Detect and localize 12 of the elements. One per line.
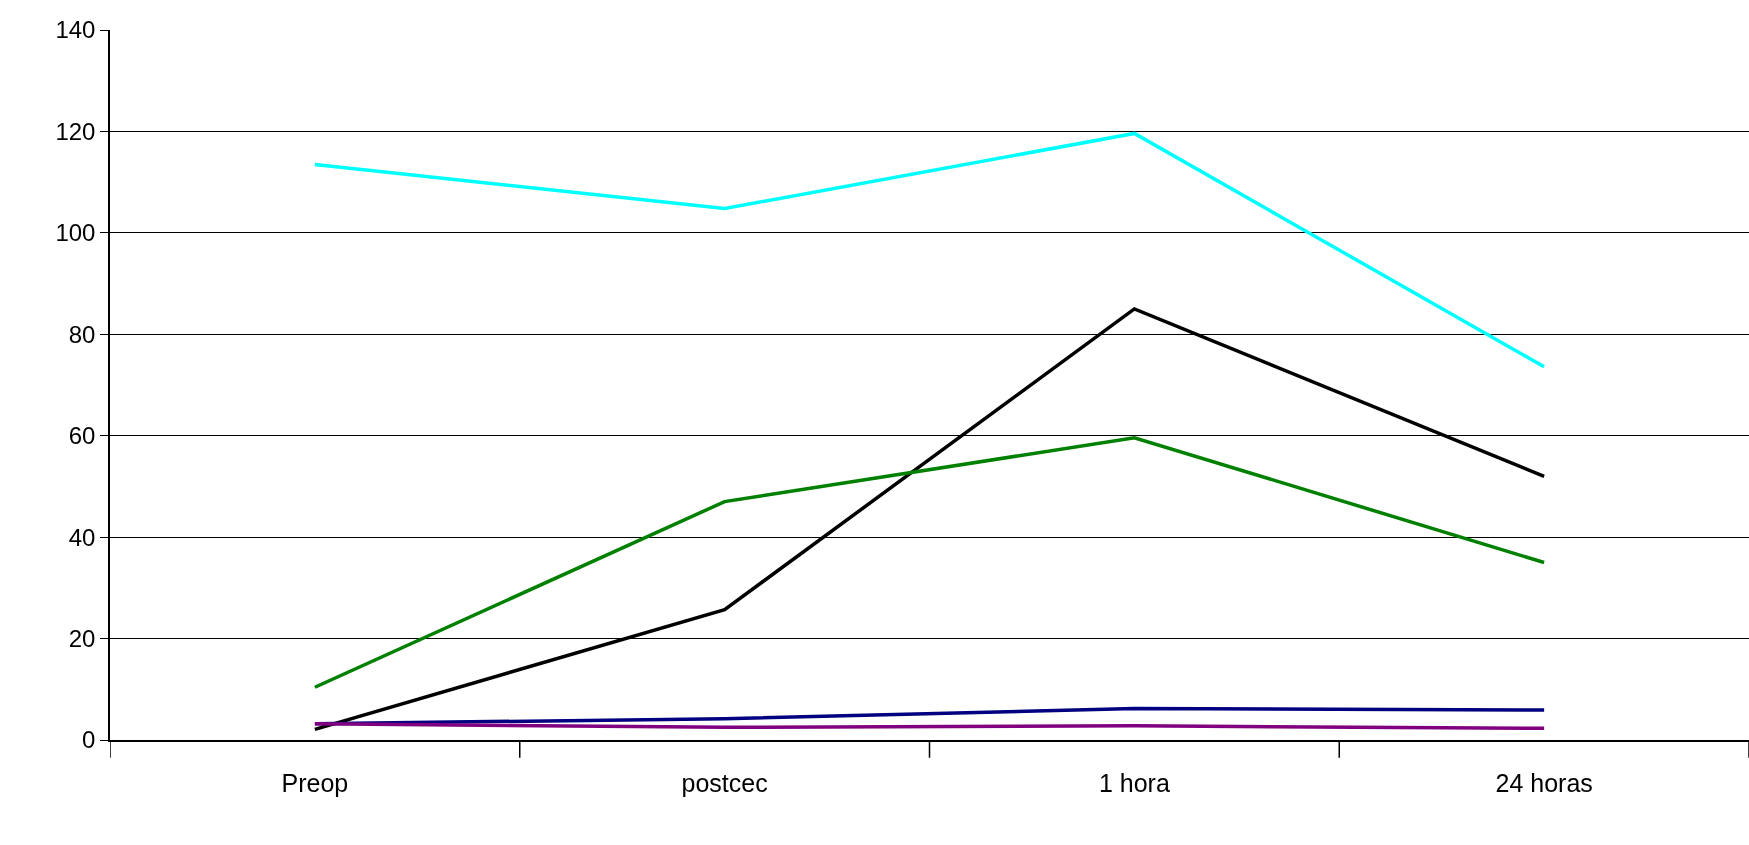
y-tick-label: 40 [68,523,96,551]
y-tick-label: 80 [68,320,96,348]
y-tick-label: 140 [55,16,96,44]
x-tick-label: postcec [681,768,768,797]
y-tick-label: 20 [68,624,96,652]
y-tick-label: 120 [55,117,96,145]
x-tick-label: 24 horas [1495,768,1593,797]
x-tick-label: 1 hora [1098,768,1170,797]
y-tick-label: 0 [82,726,96,754]
y-tick-label: 60 [68,422,96,450]
y-tick-label: 100 [55,219,96,247]
x-tick-label: Preop [281,768,349,797]
